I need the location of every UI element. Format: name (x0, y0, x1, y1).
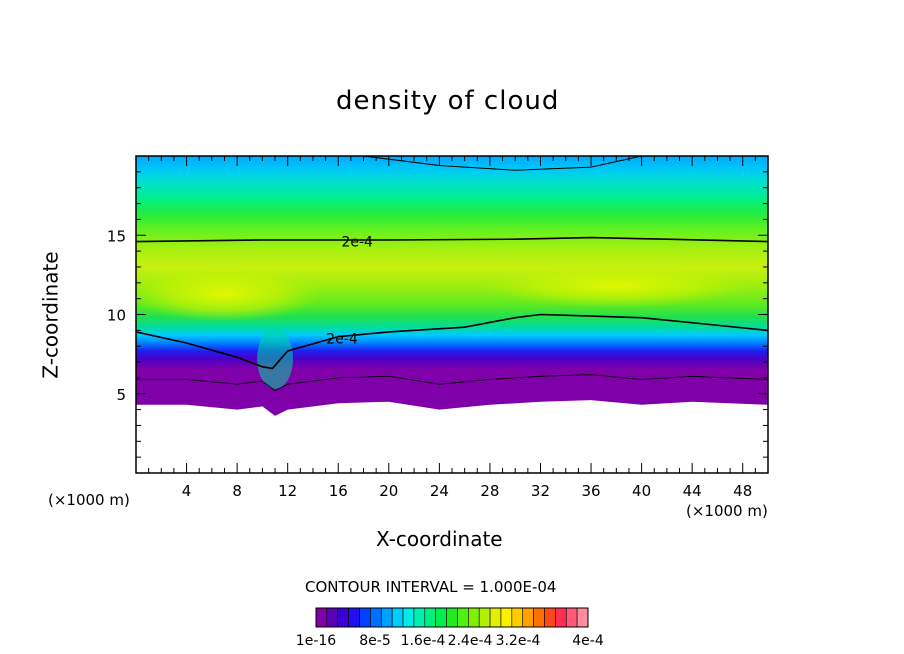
colorbar-swatch (359, 607, 371, 628)
colorbar-swatch (511, 607, 524, 628)
x-tick-label: 16 (329, 482, 348, 500)
colorbar-label: 8e-5 (359, 633, 390, 649)
colorbar-swatch (413, 607, 426, 628)
colorbar-swatch (315, 607, 328, 628)
colorbar-swatch (402, 607, 415, 628)
contour-interval-label: CONTOUR INTERVAL = 1.000E-04 (305, 578, 557, 596)
x-tick-label: 24 (430, 482, 449, 500)
y-tick-label: 5 (116, 386, 126, 404)
colorbar-swatch (576, 607, 589, 628)
colorbar-swatch (468, 607, 480, 628)
x-tick-label: 20 (379, 482, 398, 500)
colorbar-swatch (391, 607, 404, 628)
chart-title: density of cloud (336, 86, 560, 116)
contour-line-upper (136, 236, 768, 243)
colorbar-swatch (522, 607, 534, 628)
x-tick-label: 28 (480, 482, 499, 500)
x-tick-label: 48 (733, 482, 752, 500)
x-tick-label: 36 (581, 482, 600, 500)
high-density-region-right (481, 263, 752, 308)
colorbar-swatch (380, 607, 393, 628)
colorbar-label: 1.6e-4 (401, 633, 446, 649)
x-tick-label: 44 (683, 482, 702, 500)
colorbar-swatch (348, 607, 360, 628)
colorbar-swatch (326, 607, 339, 628)
colorbar-swatch (370, 607, 382, 628)
contour-line-base (136, 374, 768, 392)
x-tick-label: 40 (632, 482, 651, 500)
colorbar-swatch (478, 607, 491, 628)
colorbar-frame (315, 607, 589, 628)
y-tick-label: 10 (107, 307, 126, 325)
contour-line-top (363, 156, 642, 171)
colorbar-swatch (435, 607, 447, 628)
contour-label: 2e-4 (326, 331, 358, 347)
x-tick-label: 4 (182, 482, 192, 500)
colorbar-swatch (555, 607, 567, 628)
y-axis-label: Z-coordinate (38, 251, 63, 379)
contour-label: 2e-4 (341, 235, 373, 251)
x-tick-label: 32 (531, 482, 550, 500)
colorbar-label: 3.2e-4 (496, 633, 541, 649)
x-unit-label: (×1000 m) (686, 502, 768, 520)
y-tick-label: 15 (107, 227, 126, 245)
cloud-density-field (136, 156, 768, 416)
colorbar-label: 4e-4 (572, 633, 604, 649)
cusp-region (257, 328, 294, 389)
colorbar-swatch (544, 607, 556, 628)
x-tick-label: 12 (278, 482, 297, 500)
colorbar-swatch (424, 607, 436, 628)
colorbar-swatch (565, 607, 578, 628)
colorbar-label: 1e-16 (296, 633, 336, 649)
x-tick-label: 8 (232, 482, 242, 500)
colorbar-swatch (337, 607, 349, 628)
contour-line-lower (136, 313, 768, 370)
x-axis-label: X-coordinate (376, 527, 503, 551)
colorbar-swatch (446, 607, 458, 628)
colorbar-swatch (457, 607, 469, 628)
colorbar-swatch (533, 607, 545, 628)
high-density-region-left (136, 265, 320, 322)
colorbar-swatch (489, 607, 502, 628)
colorbar-swatch (500, 607, 513, 628)
colorbar-label: 2.4e-4 (448, 633, 493, 649)
y-unit-label: (×1000 m) (48, 491, 130, 509)
